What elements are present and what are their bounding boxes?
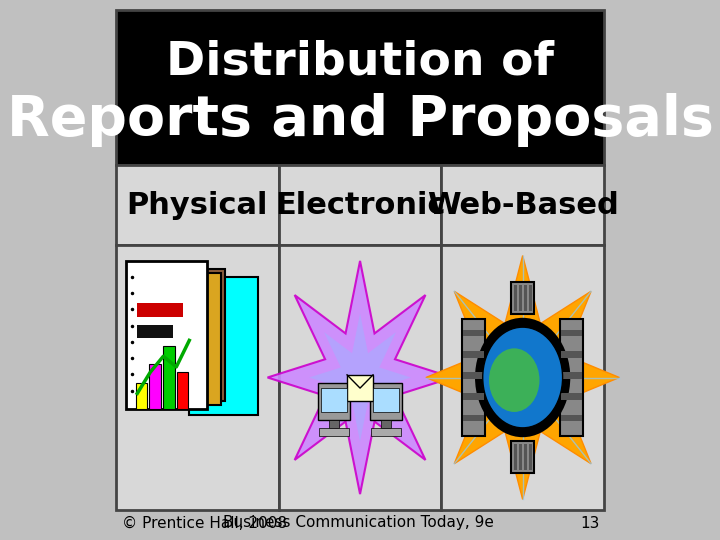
- Bar: [561, 394, 582, 400]
- Bar: [463, 330, 485, 336]
- Text: Business Communication Today, 9e: Business Communication Today, 9e: [222, 516, 493, 530]
- Bar: [138, 325, 173, 338]
- Polygon shape: [309, 313, 411, 442]
- Bar: [560, 319, 582, 436]
- Bar: [116, 245, 279, 510]
- Text: Reports and Proposals: Reports and Proposals: [6, 93, 714, 147]
- FancyBboxPatch shape: [189, 277, 258, 415]
- Bar: [561, 415, 582, 421]
- Text: 13: 13: [580, 516, 600, 530]
- Bar: [150, 364, 161, 409]
- Bar: [511, 282, 534, 314]
- Bar: [373, 388, 399, 412]
- Bar: [462, 319, 485, 436]
- Circle shape: [482, 327, 562, 428]
- Bar: [511, 441, 534, 473]
- Bar: [138, 303, 183, 316]
- Bar: [370, 383, 402, 420]
- Bar: [116, 10, 604, 165]
- Bar: [279, 165, 441, 245]
- Bar: [135, 383, 147, 409]
- Bar: [529, 285, 532, 311]
- Text: Physical: Physical: [127, 191, 268, 219]
- Bar: [529, 444, 532, 470]
- Bar: [279, 245, 441, 510]
- Bar: [441, 245, 604, 510]
- Text: Web-Based: Web-Based: [427, 191, 618, 219]
- Bar: [561, 372, 582, 379]
- FancyBboxPatch shape: [126, 261, 207, 409]
- Bar: [519, 285, 522, 311]
- Bar: [347, 375, 373, 401]
- Text: Distribution of: Distribution of: [166, 39, 554, 84]
- Polygon shape: [426, 255, 619, 500]
- Circle shape: [477, 319, 569, 436]
- Bar: [329, 420, 339, 428]
- Bar: [524, 285, 527, 311]
- Bar: [463, 394, 485, 400]
- FancyBboxPatch shape: [153, 269, 225, 401]
- Bar: [320, 428, 348, 436]
- Bar: [318, 383, 351, 420]
- Bar: [163, 346, 175, 409]
- Bar: [463, 351, 485, 357]
- FancyBboxPatch shape: [149, 273, 221, 406]
- Bar: [441, 165, 604, 245]
- Bar: [519, 444, 522, 470]
- Bar: [561, 351, 582, 357]
- Bar: [524, 444, 527, 470]
- Bar: [513, 444, 517, 470]
- Bar: [116, 165, 279, 245]
- Text: Electronic: Electronic: [275, 191, 445, 219]
- Bar: [463, 372, 485, 379]
- Bar: [177, 372, 189, 409]
- Bar: [463, 415, 485, 421]
- Bar: [372, 428, 401, 436]
- Bar: [561, 330, 582, 336]
- Bar: [381, 420, 391, 428]
- Circle shape: [489, 348, 539, 412]
- Bar: [321, 388, 347, 412]
- Bar: [513, 285, 517, 311]
- Polygon shape: [268, 261, 453, 494]
- Text: © Prentice Hall, 2008: © Prentice Hall, 2008: [122, 516, 287, 530]
